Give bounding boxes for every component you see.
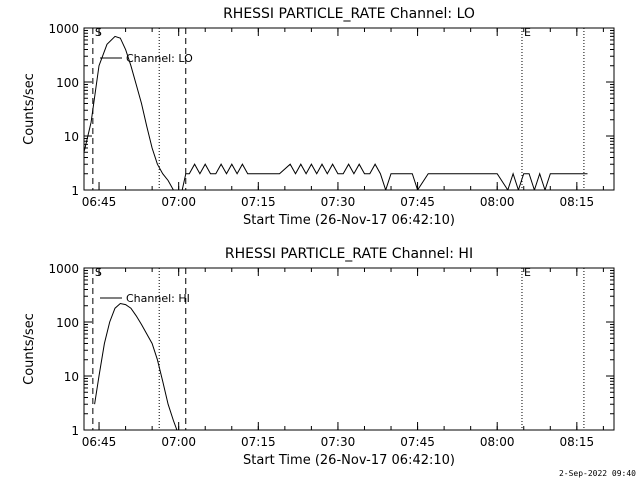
x-tick-label: 08:00 xyxy=(480,195,515,209)
x-tick-label: 07:15 xyxy=(241,435,276,449)
x-tick-label: 08:15 xyxy=(560,195,595,209)
x-axis-label: Start Time (26-Nov-17 06:42:10) xyxy=(243,453,455,468)
chart-panel-2: RHESSI PARTICLE_RATE Channel: HI 1 10 100 10… xyxy=(22,246,615,468)
legend-label: Channel: LO xyxy=(126,52,193,65)
plot-frame xyxy=(83,267,615,431)
x-axis-label: Start Time (26-Nov-17 06:42:10) xyxy=(243,213,455,228)
y-tick-label: 1 xyxy=(71,184,79,198)
x-tick-label: 07:15 xyxy=(241,195,276,209)
time-marker-label: E xyxy=(524,266,531,279)
series-line xyxy=(94,302,178,430)
y-tick-label: 1000 xyxy=(48,22,79,36)
y-axis-label: Counts/sec xyxy=(22,313,37,385)
y-tick-label: 1000 xyxy=(48,262,79,276)
plot-frame xyxy=(83,27,615,191)
y-tick-label: 10 xyxy=(64,370,79,384)
time-marker-label: S xyxy=(95,26,102,39)
chart-title: RHESSI PARTICLE_RATE Channel: LO xyxy=(223,6,475,22)
x-tick-label: 07:30 xyxy=(321,195,356,209)
x-tick-label: 07:45 xyxy=(400,195,435,209)
y-axis-label: Counts/sec xyxy=(22,73,37,145)
x-tick-label: 08:15 xyxy=(560,435,595,449)
legend-label: Channel: HI xyxy=(126,292,190,305)
chart-panel-1: RHESSI PARTICLE_RATE Channel: LO 1 10 100 10… xyxy=(22,6,615,228)
y-tick-label: 10 xyxy=(64,130,79,144)
y-tick-label: 100 xyxy=(56,316,79,330)
series-line xyxy=(84,35,588,190)
y-tick-label: 100 xyxy=(56,76,79,90)
x-tick-label: 08:00 xyxy=(480,435,515,449)
time-marker-label: E xyxy=(524,26,531,39)
x-tick-label: 07:00 xyxy=(161,195,196,209)
chart-title: RHESSI PARTICLE_RATE Channel: HI xyxy=(225,246,473,262)
footer-timestamp: 2-Sep-2022 09:40 xyxy=(558,469,636,478)
time-marker-label: S xyxy=(95,266,102,279)
y-tick-label: 1 xyxy=(71,424,79,438)
x-tick-label: 06:45 xyxy=(82,195,117,209)
x-tick-label: 06:45 xyxy=(82,435,117,449)
x-tick-label: 07:30 xyxy=(321,435,356,449)
x-tick-label: 07:00 xyxy=(161,435,196,449)
x-tick-label: 07:45 xyxy=(400,435,435,449)
